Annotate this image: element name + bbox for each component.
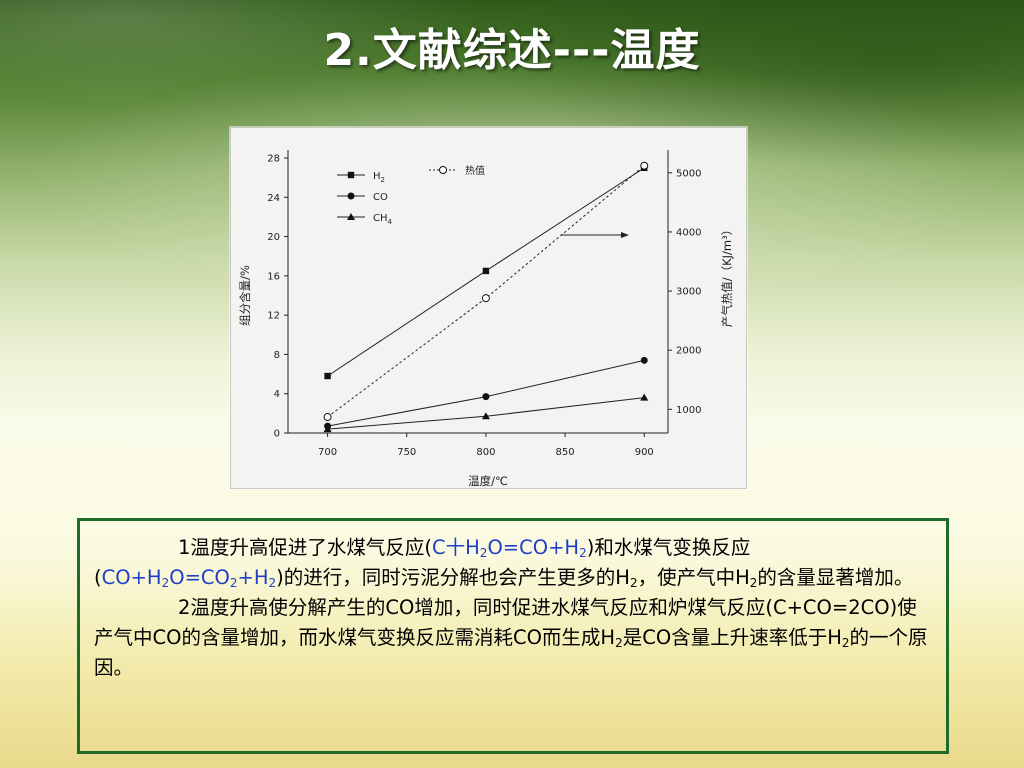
legend-label-0: H2 — [373, 171, 385, 184]
data-point-2-0 — [323, 425, 332, 433]
data-point-3-2 — [640, 161, 649, 170]
legend-marker-1 — [347, 192, 355, 200]
legend-marker-2 — [347, 213, 355, 220]
data-point-2-1 — [481, 412, 490, 420]
annotation-arrow-head — [621, 232, 629, 238]
y-axis-label: 组分含量/% — [238, 265, 252, 326]
y-tick-label: 20 — [267, 232, 280, 243]
paragraph-1: 1温度升高促进了水煤气反应(C十H2O=CO+H2)和水煤气变换反应(CO+H2… — [94, 536, 914, 590]
series-line-3 — [327, 165, 645, 418]
line-chart: 700 750 800 850 900 0 4 8 12 16 20 24 28 1000 2000 3000… — [238, 150, 734, 488]
data-point-0-0 — [324, 372, 331, 380]
chart-panel: 700 750 800 850 900 0 4 8 12 16 20 24 28 1000 2000 3000… — [230, 127, 747, 489]
y2-tick-label: 3000 — [676, 287, 701, 298]
paragraph-2: 2温度升高使分解产生的CO增加，同时促进水煤气反应和炉煤气反应(C+CO=2CO… — [94, 596, 928, 679]
data-point-1-2 — [640, 356, 648, 364]
y2-tick-label: 1000 — [676, 405, 701, 416]
legend-marker-0 — [347, 171, 355, 179]
legend-marker-3 — [439, 166, 447, 174]
y-tick-label: 12 — [267, 311, 280, 322]
x-axis-label: 温度/℃ — [468, 474, 508, 488]
y2-axis-label: 产气热值/（KJ/m³） — [720, 224, 734, 328]
legend-label-1: CO — [373, 192, 388, 203]
y-tick-label: 28 — [267, 154, 280, 165]
data-point-0-1 — [482, 267, 490, 275]
legend-label-2: CH4 — [373, 213, 393, 226]
notes-box: 1温度升高促进了水煤气反应(C十H2O=CO+H2)和水煤气变换反应(CO+H2… — [77, 518, 949, 754]
y-tick-label: 4 — [274, 389, 280, 400]
x-tick-label: 750 — [397, 447, 416, 458]
reaction-water-gas: C十H2O=CO+H2 — [432, 536, 587, 560]
y-tick-label: 0 — [274, 429, 280, 440]
data-point-3-0 — [323, 413, 332, 422]
x-tick-label: 850 — [556, 447, 575, 458]
y2-tick-label: 4000 — [676, 227, 701, 238]
data-point-1-1 — [482, 393, 490, 401]
x-tick-label: 900 — [635, 447, 654, 458]
legend-label-3: 热值 — [465, 164, 485, 177]
data-point-3-1 — [481, 294, 490, 303]
y2-tick-label: 2000 — [676, 346, 701, 357]
y-tick-label: 16 — [267, 271, 280, 282]
x-tick-label: 700 — [318, 447, 337, 458]
y-tick-label: 8 — [274, 350, 280, 361]
y2-tick-label: 5000 — [676, 168, 701, 179]
page-title: 2.文献综述---温度 — [323, 25, 701, 76]
reaction-water-gas-shift: CO+H2O=CO2+H2 — [101, 566, 277, 590]
y-tick-label: 24 — [267, 193, 280, 204]
x-tick-label: 800 — [476, 447, 495, 458]
data-point-2-2 — [640, 393, 649, 401]
